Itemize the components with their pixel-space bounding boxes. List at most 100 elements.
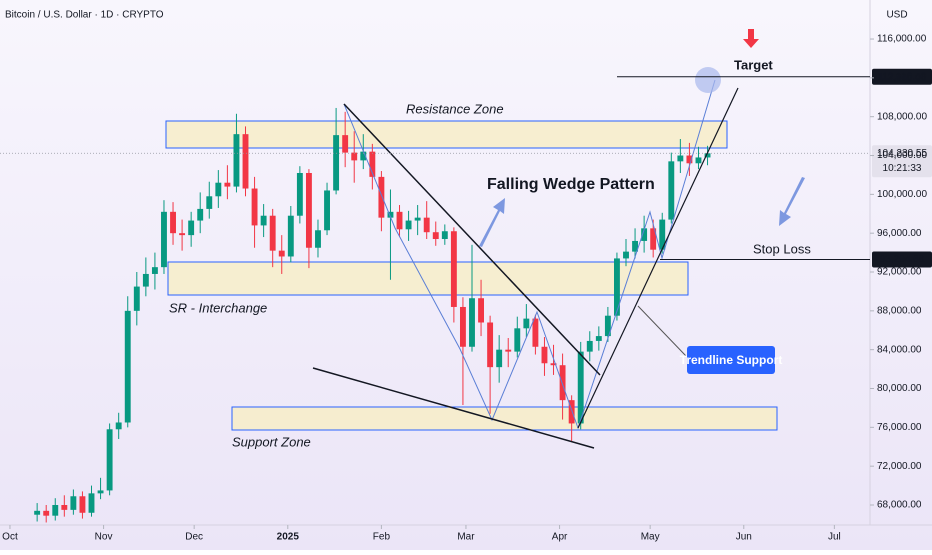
candle-body [269, 215, 276, 251]
candle-body [487, 322, 494, 368]
target-circle [695, 67, 721, 93]
candle-body [197, 208, 204, 221]
target-label: Target [734, 57, 773, 72]
y-tick-label: 112,000.00 [877, 72, 927, 83]
candle-body [242, 134, 249, 189]
candle-body [623, 251, 629, 259]
candle-body [43, 510, 50, 516]
candle-body [423, 217, 430, 233]
x-tick-label: Nov [95, 532, 113, 543]
level-label: 93,294.68 [880, 254, 925, 265]
red-arrow [743, 29, 759, 48]
y-tick-label: 96,000.00 [877, 228, 922, 239]
candle-body [305, 172, 312, 248]
candle-body [659, 219, 666, 250]
pattern-label: Falling Wedge Pattern [487, 176, 655, 193]
candle-body [469, 298, 475, 347]
candle-body [378, 176, 385, 218]
candle-body [387, 211, 394, 218]
candle-body [432, 232, 439, 240]
candle-body [97, 490, 104, 494]
candle-body [170, 211, 176, 234]
candle-body [34, 510, 41, 515]
y-tick-label: 80,000.00 [877, 383, 922, 394]
candle-body [133, 286, 140, 311]
y-tick-label: 100,000.00 [877, 189, 927, 200]
candle-body [278, 250, 285, 257]
level-badge [872, 251, 932, 268]
candle-body [360, 151, 367, 161]
candle-body [287, 215, 294, 257]
candle-body [215, 182, 222, 197]
candle-body [396, 211, 403, 230]
support-zone [231, 406, 778, 431]
candle-body [342, 135, 349, 153]
level-label: 104,230.55 [877, 148, 927, 159]
candle-body [586, 340, 593, 352]
candle-body [369, 151, 376, 177]
arrow-down [779, 177, 805, 226]
candle-body [142, 273, 149, 287]
candle-body [505, 349, 512, 352]
trendline-badge [687, 346, 775, 374]
candle-body [188, 220, 195, 236]
candle-body [559, 365, 566, 401]
x-tick-label: Apr [552, 532, 568, 543]
candle-body [568, 400, 575, 424]
support-label: Support Zone [232, 434, 311, 449]
callout-line [637, 305, 687, 357]
wedge-upper [343, 103, 601, 376]
y-tick-label: 84,000.00 [877, 344, 922, 355]
wedge-lower [312, 367, 595, 449]
candle-body [405, 220, 412, 230]
candle-body [151, 267, 158, 274]
candle-body [532, 318, 539, 347]
candle-body [686, 155, 693, 164]
candle-body [577, 351, 584, 424]
candle-body [79, 496, 86, 513]
candle-body [61, 505, 68, 510]
candle-body [70, 496, 77, 510]
candle-body [613, 258, 620, 316]
y-tick-label: 108,000.00 [877, 111, 927, 122]
candle-body [251, 188, 258, 226]
countdown: 10:21:33 [883, 163, 922, 174]
candle-body [641, 228, 648, 241]
x-tick-label: Feb [373, 532, 391, 543]
candle-body [632, 240, 639, 252]
level-badge [872, 145, 932, 178]
candle-body [496, 349, 503, 368]
candle-body [450, 231, 457, 307]
y-tick-label: 116,000.00 [877, 34, 927, 45]
y-tick-label: 88,000.00 [877, 305, 922, 316]
candle-body [523, 318, 530, 329]
candle-body [324, 190, 330, 231]
y-tick-label: 92,000.00 [877, 267, 922, 278]
y-tick-label: 72,000.00 [877, 461, 922, 472]
y-tick-label: 68,000.00 [877, 500, 922, 511]
candle-body [677, 155, 684, 162]
symbol-title: Bitcoin / U.S. Dollar · 1D · CRYPTO [5, 10, 164, 21]
candle-body [704, 153, 711, 158]
candle-body [115, 422, 122, 430]
x-tick-label: Mar [457, 532, 475, 543]
candle-body [514, 328, 521, 352]
candle-body [441, 231, 448, 240]
level-badge [872, 68, 932, 85]
x-tick-label: Jun [736, 532, 752, 543]
candle-body [541, 346, 548, 364]
x-tick-label: 2025 [277, 532, 300, 543]
x-tick-label: Oct [2, 532, 18, 543]
candle-body [161, 211, 167, 268]
candle-body [224, 182, 231, 187]
candle-body [695, 157, 702, 164]
currency: USD [886, 10, 907, 21]
trendline-support [577, 87, 739, 429]
candle-body [124, 310, 131, 423]
level-label: 112,116.43 [878, 71, 927, 82]
candle-body [604, 315, 611, 337]
candle-body [179, 233, 186, 236]
wave-path [343, 79, 716, 430]
y-tick-label: 104,000.00 [877, 150, 927, 161]
candle-body [206, 196, 213, 209]
